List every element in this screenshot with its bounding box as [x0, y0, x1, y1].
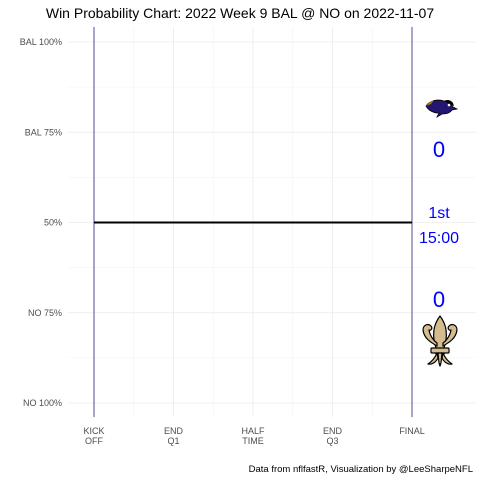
chart-title: Win Probability Chart: 2022 Week 9 BAL @… [46, 5, 434, 21]
x-tick-label-line: HALF [241, 426, 265, 436]
y-tick-label: 50% [44, 218, 62, 228]
x-tick-label-line: END [323, 426, 343, 436]
home-score: 0 [433, 287, 445, 312]
x-tick-label: KICK OFF [83, 426, 104, 446]
y-tick-label: NO 75% [28, 308, 62, 318]
chart-caption: Data from nflfastR, Visualization by @Le… [249, 464, 473, 475]
x-tick-label-line: OFF [85, 436, 103, 446]
x-tick-label-line: FINAL [399, 426, 425, 436]
away-score: 0 [433, 137, 445, 162]
game-quarter: 1st [428, 205, 450, 222]
y-tick-label: BAL 75% [25, 127, 62, 137]
x-tick-label: END Q3 [323, 426, 343, 446]
y-tick-label: NO 100% [23, 398, 62, 408]
x-tick-label: HALF TIME [241, 426, 265, 446]
x-tick-label: FINAL [399, 426, 425, 436]
x-tick-label-line: Q1 [167, 436, 179, 446]
saints-fleur-de-lis-icon [422, 315, 458, 367]
y-tick-label: BAL 100% [20, 37, 62, 47]
x-tick-label-line: TIME [242, 436, 264, 446]
x-tick-label: END Q1 [164, 426, 184, 446]
ravens-logo-icon [425, 99, 459, 119]
y-axis-ticks: BAL 100% BAL 75% 50% NO 75% NO 100% [20, 37, 62, 408]
game-clock: 15:00 [419, 230, 459, 247]
x-tick-label-line: END [164, 426, 184, 436]
x-tick-label-line: KICK [83, 426, 104, 436]
x-tick-label-line: Q3 [326, 436, 338, 446]
